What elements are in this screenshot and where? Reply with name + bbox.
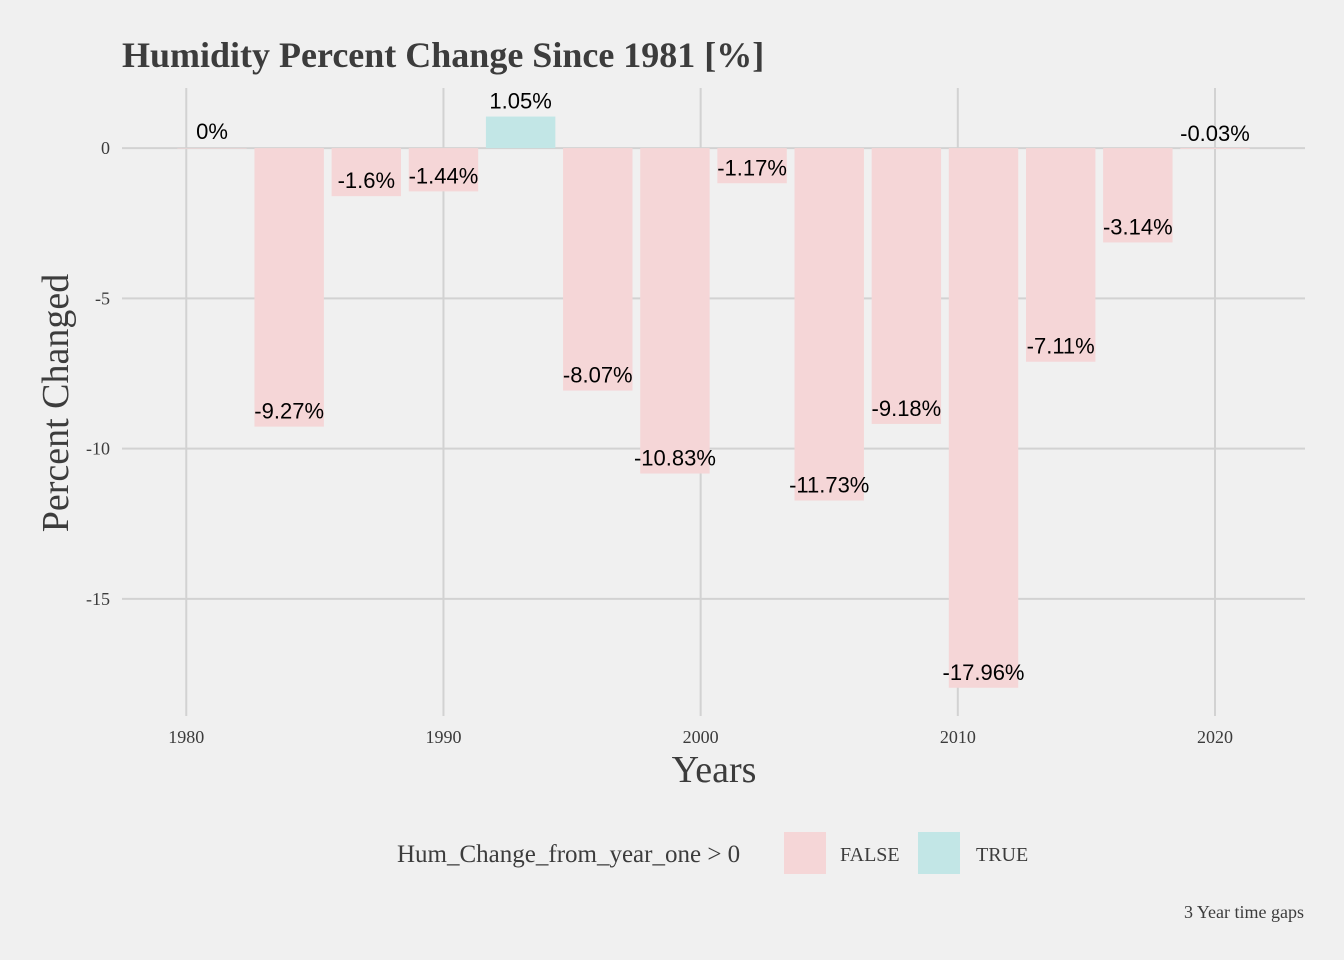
bar — [485, 116, 556, 149]
x-tick-label: 1990 — [425, 727, 461, 747]
y-tick-label: -5 — [95, 288, 110, 308]
y-axis-title: Percent Changed — [35, 274, 77, 533]
bar — [177, 148, 247, 149]
chart-title: Humidity Percent Change Since 1981 [%] — [122, 35, 764, 75]
bar-data-label: -3.14% — [1103, 214, 1173, 239]
y-tick-label: -15 — [86, 589, 110, 609]
bar-data-label: -17.96% — [943, 660, 1025, 685]
data-labels: 0% -9.27% -1.6% -1.44% 1.05% -8.07% -10.83% -1.… — [196, 89, 1250, 685]
legend-label-false: FALSE — [840, 844, 900, 866]
legend-title: Hum_Change_from_year_one > 0 — [397, 841, 740, 868]
bar-data-label: 1.05% — [489, 89, 551, 114]
bar — [331, 148, 402, 197]
bar — [1103, 148, 1173, 243]
x-tick-label: 1980 — [168, 727, 204, 747]
x-tick-label: 2000 — [683, 727, 719, 747]
bar — [1025, 148, 1096, 362]
bar — [563, 148, 633, 391]
x-axis-title: Years — [672, 749, 757, 791]
bars — [177, 116, 1250, 688]
bar-data-label: 0% — [196, 119, 228, 144]
x-tick-label: 2020 — [1197, 727, 1233, 747]
axis-ticks: 1980 1990 2000 2010 2020 0 -5 -10 -15 — [86, 138, 1233, 747]
bar — [717, 148, 787, 184]
x-tick-label: 2010 — [940, 727, 976, 747]
bar-data-label: -9.18% — [872, 396, 942, 421]
bar-data-label: -0.03% — [1180, 121, 1250, 146]
legend-swatch-true — [918, 832, 960, 874]
bar — [1180, 148, 1250, 149]
chart-caption: 3 Year time gaps — [1184, 902, 1304, 922]
bar — [871, 148, 942, 424]
bar-data-label: -1.44% — [409, 163, 479, 188]
bar — [408, 148, 479, 192]
bar-data-label: -1.6% — [338, 168, 395, 193]
legend-swatch-false — [784, 832, 826, 874]
bar-data-label: -7.11% — [1027, 334, 1095, 359]
bar-data-label: -8.07% — [563, 363, 633, 388]
y-tick-label: -10 — [86, 439, 110, 459]
legend-label-true: TRUE — [976, 844, 1028, 866]
bar-data-label: -10.83% — [634, 446, 716, 471]
legend: Hum_Change_from_year_one > 0 FALSE TRUE — [397, 832, 1028, 874]
bar-data-label: -11.73% — [789, 473, 869, 498]
bar-data-label: -1.17% — [717, 155, 787, 180]
bar — [254, 148, 324, 427]
y-tick-label: 0 — [101, 138, 110, 158]
bar — [948, 148, 1019, 688]
bar — [640, 148, 710, 474]
bar — [794, 148, 864, 501]
bar-data-label: -9.27% — [254, 399, 324, 424]
